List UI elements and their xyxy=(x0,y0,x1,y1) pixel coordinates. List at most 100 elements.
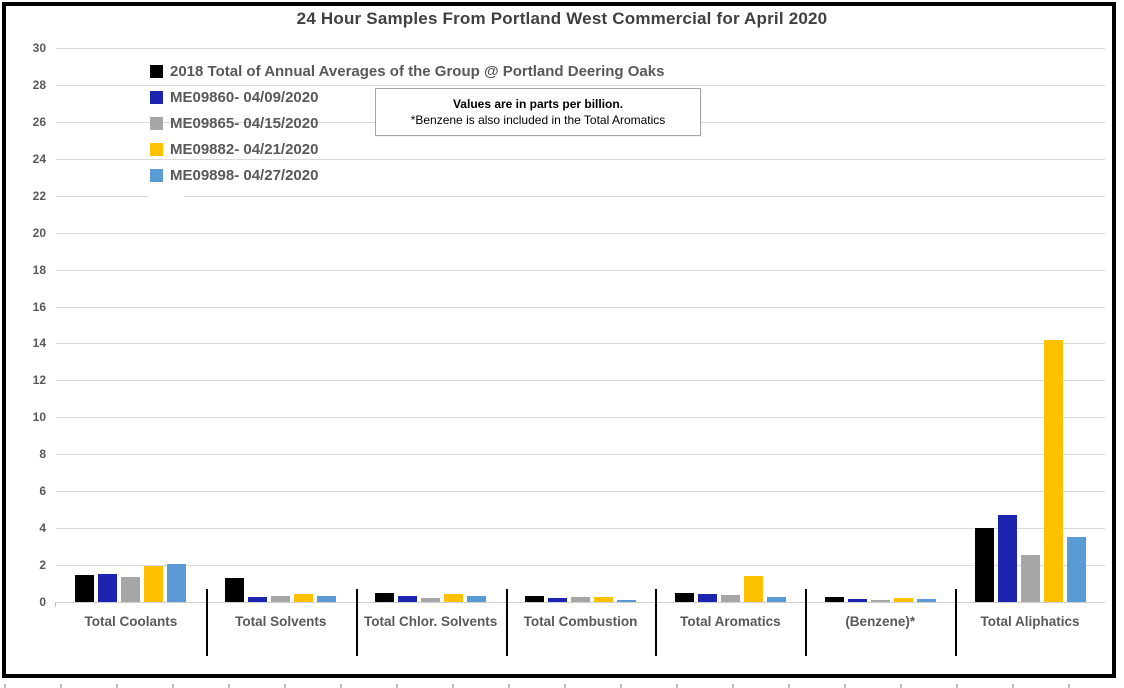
bar-total-aliphatics-s4 xyxy=(1067,537,1086,602)
bar-total-combustion-s3 xyxy=(594,597,613,602)
category-separator xyxy=(506,589,508,656)
spreadsheet-gridline-tick xyxy=(732,684,734,688)
bar-total-aromatics-s0 xyxy=(675,593,694,602)
note-box: Values are in parts per billion. *Benzen… xyxy=(375,88,701,136)
y-axis-tick-label: 22 xyxy=(32,188,46,203)
y-axis-tick-label: 20 xyxy=(32,225,46,240)
bar-total-aromatics-s1 xyxy=(698,594,717,602)
bar-total-coolants-s0 xyxy=(75,575,94,602)
legend-swatch-icon xyxy=(150,168,163,182)
spreadsheet-gridline-tick xyxy=(4,684,6,688)
bar-total-coolants-s2 xyxy=(121,577,140,602)
category-label: Total Aliphatics xyxy=(980,614,1080,629)
spreadsheet-gridline-tick xyxy=(396,684,398,688)
legend-label: ME09882- 04/21/2020 xyxy=(170,140,319,158)
legend-label: ME09860- 04/09/2020 xyxy=(170,88,319,106)
y-gridline xyxy=(56,84,1105,86)
bar-total-aromatics-s4 xyxy=(767,597,786,602)
spreadsheet-gridline-tick xyxy=(60,684,62,688)
bar-total-solvents-s4 xyxy=(317,596,336,602)
y-axis-tick-label: 14 xyxy=(32,336,46,351)
bar-total-solvents-s1 xyxy=(248,597,267,602)
bar-total-chlor-solvents-s1 xyxy=(398,596,417,602)
y-gridline xyxy=(56,491,1105,493)
category-separator xyxy=(206,589,208,656)
spreadsheet-gridline-tick xyxy=(1012,684,1014,688)
legend-item-2: ME09865- 04/15/2020 xyxy=(150,110,664,136)
bar-benzene-s4 xyxy=(917,599,936,602)
y-axis-tick-label: 26 xyxy=(32,114,46,129)
x-axis-tick xyxy=(55,602,56,607)
y-axis-tick-label: 2 xyxy=(39,558,46,573)
y-axis-tick-label: 18 xyxy=(32,262,46,277)
bar-total-aliphatics-s3 xyxy=(1044,340,1063,602)
y-axis-tick-label: 8 xyxy=(39,447,46,462)
spreadsheet-gridline-tick xyxy=(900,684,902,688)
category-label: Total Aromatics xyxy=(680,614,781,629)
spreadsheet-gridline-tick xyxy=(564,684,566,688)
bar-benzene-s2 xyxy=(871,600,890,602)
spreadsheet-gridline-tick xyxy=(228,684,230,688)
spreadsheet-gridline-tick xyxy=(956,684,958,688)
y-gridline xyxy=(56,565,1105,567)
bar-total-chlor-solvents-s0 xyxy=(375,593,394,602)
bar-total-solvents-s3 xyxy=(294,594,313,602)
category-separator xyxy=(805,589,807,656)
y-gridline xyxy=(56,380,1105,382)
legend-swatch-icon xyxy=(150,64,163,78)
gridline-mask xyxy=(148,186,184,208)
bar-total-solvents-s0 xyxy=(225,578,244,602)
y-gridline xyxy=(56,454,1105,456)
bar-benzene-s0 xyxy=(825,597,844,602)
legend-swatch-icon xyxy=(150,90,163,104)
legend-label: ME09898- 04/27/2020 xyxy=(170,166,319,184)
spreadsheet-gridline-tick xyxy=(172,684,174,688)
legend-item-0: 2018 Total of Annual Averages of the Gro… xyxy=(150,58,664,84)
category-label: Total Combustion xyxy=(523,614,638,629)
y-axis-tick-label: 4 xyxy=(39,521,46,536)
category-label: Total Solvents xyxy=(235,614,327,629)
spreadsheet-gridline-tick xyxy=(788,684,790,688)
spreadsheet-gridline-tick xyxy=(508,684,510,688)
y-axis-tick-label: 0 xyxy=(39,595,46,609)
legend-swatch-icon xyxy=(150,116,163,130)
spreadsheet-gridline-tick xyxy=(1068,684,1070,688)
spreadsheet-gridline-tick xyxy=(452,684,454,688)
y-gridline xyxy=(56,306,1105,308)
bar-total-aliphatics-s2 xyxy=(1021,555,1040,602)
y-axis-tick-label: 16 xyxy=(32,299,46,314)
category-separator xyxy=(356,589,358,656)
category-label: Total Coolants xyxy=(84,614,178,629)
legend-item-3: ME09882- 04/21/2020 xyxy=(150,136,664,162)
y-gridline xyxy=(56,528,1105,530)
bar-total-aliphatics-s0 xyxy=(975,528,994,602)
y-gridline xyxy=(56,417,1105,419)
spreadsheet-gridline-tick xyxy=(116,684,118,688)
spreadsheet-gridline-tick xyxy=(284,684,286,688)
bar-total-coolants-s4 xyxy=(167,564,186,602)
bar-total-combustion-s1 xyxy=(548,598,567,602)
chart-legend: 2018 Total of Annual Averages of the Gro… xyxy=(150,58,664,188)
y-axis-tick-label: 24 xyxy=(32,151,46,166)
y-gridline xyxy=(56,195,1105,197)
spreadsheet-gridline-tick xyxy=(620,684,622,688)
y-axis-tick-label: 12 xyxy=(32,373,46,388)
bar-total-solvents-s2 xyxy=(271,596,290,602)
bar-total-aromatics-s2 xyxy=(721,595,740,602)
spreadsheet-gridline-tick xyxy=(844,684,846,688)
bar-total-coolants-s1 xyxy=(98,574,117,602)
category-label: (Benzene)* xyxy=(845,614,916,629)
bar-total-chlor-solvents-s3 xyxy=(444,594,463,602)
y-gridline xyxy=(56,158,1105,160)
bar-total-combustion-s2 xyxy=(571,597,590,602)
y-gridline xyxy=(56,48,1105,49)
category-label: Total Chlor. Solvents xyxy=(363,614,498,629)
y-axis-tick-label: 6 xyxy=(39,484,46,499)
legend-label: ME09865- 04/15/2020 xyxy=(170,114,319,132)
bar-total-chlor-solvents-s2 xyxy=(421,598,440,602)
bar-benzene-s3 xyxy=(894,598,913,602)
spreadsheet-gridline-tick xyxy=(340,684,342,688)
bar-total-combustion-s0 xyxy=(525,596,544,602)
bar-total-chlor-solvents-s4 xyxy=(467,596,486,602)
note-line-1: Values are in parts per billion. xyxy=(452,97,624,111)
